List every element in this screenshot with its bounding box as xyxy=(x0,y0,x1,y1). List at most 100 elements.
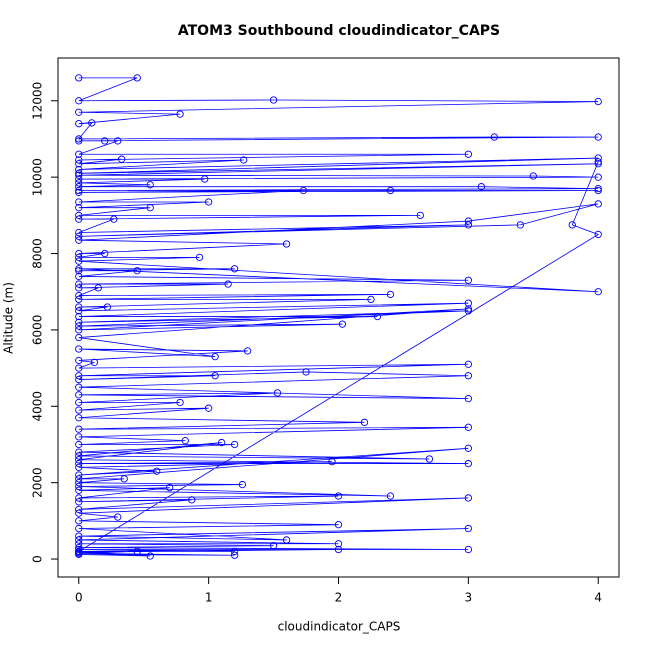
data-point xyxy=(282,240,291,248)
data-point xyxy=(75,463,83,472)
data-point xyxy=(75,272,83,281)
data-point xyxy=(211,352,219,361)
data-point xyxy=(334,540,343,548)
data-point xyxy=(75,545,83,554)
data-point xyxy=(75,156,83,164)
data-point xyxy=(464,305,473,313)
data-point xyxy=(75,505,83,514)
data-point xyxy=(75,372,83,380)
data-point xyxy=(594,173,602,181)
data-point xyxy=(230,265,239,273)
data-point xyxy=(386,290,395,299)
data-point xyxy=(75,265,83,273)
data-point xyxy=(75,550,83,559)
data-point xyxy=(464,494,473,502)
data-point xyxy=(195,253,204,262)
y-tick-label: 8000 xyxy=(31,238,45,269)
y-axis-label: Altitude (m) xyxy=(2,282,16,354)
data-point xyxy=(594,154,602,162)
data-point xyxy=(302,368,310,376)
data-point xyxy=(75,326,83,334)
data-point xyxy=(75,215,83,223)
data-point xyxy=(75,543,83,552)
data-point xyxy=(477,183,485,191)
data-point xyxy=(334,521,343,529)
data-point xyxy=(230,547,239,556)
data-point xyxy=(224,280,232,288)
data-point xyxy=(594,184,602,193)
data-point xyxy=(75,459,83,468)
data-point xyxy=(101,249,109,258)
data-point xyxy=(75,257,83,265)
data-point xyxy=(204,198,213,206)
data-point xyxy=(120,475,128,483)
data-point xyxy=(181,437,189,445)
data-point xyxy=(146,552,154,560)
data-point xyxy=(75,414,83,422)
chart-title: ATOM3 Southbound cloudindicator_CAPS xyxy=(178,23,500,39)
data-point xyxy=(594,160,602,168)
data-point xyxy=(75,398,83,407)
data-point xyxy=(273,389,282,397)
data-point xyxy=(94,284,102,292)
data-point xyxy=(146,181,154,189)
data-point xyxy=(117,155,126,163)
data-point xyxy=(464,307,473,315)
data-point xyxy=(75,186,83,195)
data-point xyxy=(75,433,83,441)
data-point xyxy=(75,211,83,219)
data-point xyxy=(75,232,83,240)
data-point xyxy=(75,160,83,168)
data-point xyxy=(103,303,111,311)
data-point xyxy=(75,471,83,479)
data-point xyxy=(75,517,83,525)
data-point xyxy=(75,498,83,506)
data-point xyxy=(594,200,602,208)
data-point xyxy=(110,215,118,223)
data-point xyxy=(75,391,83,399)
data-point xyxy=(75,540,83,548)
data-point xyxy=(299,186,308,195)
data-point xyxy=(133,267,141,275)
data-point xyxy=(75,171,83,179)
data-point xyxy=(176,110,184,118)
data-point xyxy=(373,312,382,321)
data-point xyxy=(75,356,83,365)
data-point xyxy=(464,217,473,225)
data-point xyxy=(75,249,83,258)
data-point xyxy=(464,360,473,368)
y-tick-label: 10000 xyxy=(31,158,45,196)
data-point xyxy=(133,547,141,556)
data-point xyxy=(101,137,109,145)
data-point xyxy=(75,135,83,143)
data-point xyxy=(75,188,83,197)
data-point xyxy=(75,482,83,491)
data-point xyxy=(568,221,576,229)
data-point xyxy=(75,494,83,502)
data-point xyxy=(75,267,83,275)
data-point xyxy=(464,150,473,158)
data-point xyxy=(334,492,343,500)
data-point xyxy=(516,221,524,229)
data-point xyxy=(176,398,184,407)
data-point xyxy=(334,545,343,554)
data-point xyxy=(90,358,99,367)
data-point xyxy=(75,479,83,487)
data-point xyxy=(529,172,537,180)
data-point xyxy=(464,545,473,554)
data-point xyxy=(75,448,83,456)
x-axis-label: cloudindicator_CAPS xyxy=(278,620,401,634)
data-line xyxy=(77,77,600,557)
data-point xyxy=(75,284,83,292)
data-point xyxy=(282,536,291,544)
data-point xyxy=(338,320,347,328)
data-point xyxy=(269,96,278,104)
data-point xyxy=(75,440,83,449)
data-point xyxy=(75,406,83,414)
data-point xyxy=(75,307,83,315)
data-point xyxy=(75,236,83,244)
data-point xyxy=(75,456,83,464)
data-point xyxy=(386,186,395,195)
data-point xyxy=(75,97,83,105)
